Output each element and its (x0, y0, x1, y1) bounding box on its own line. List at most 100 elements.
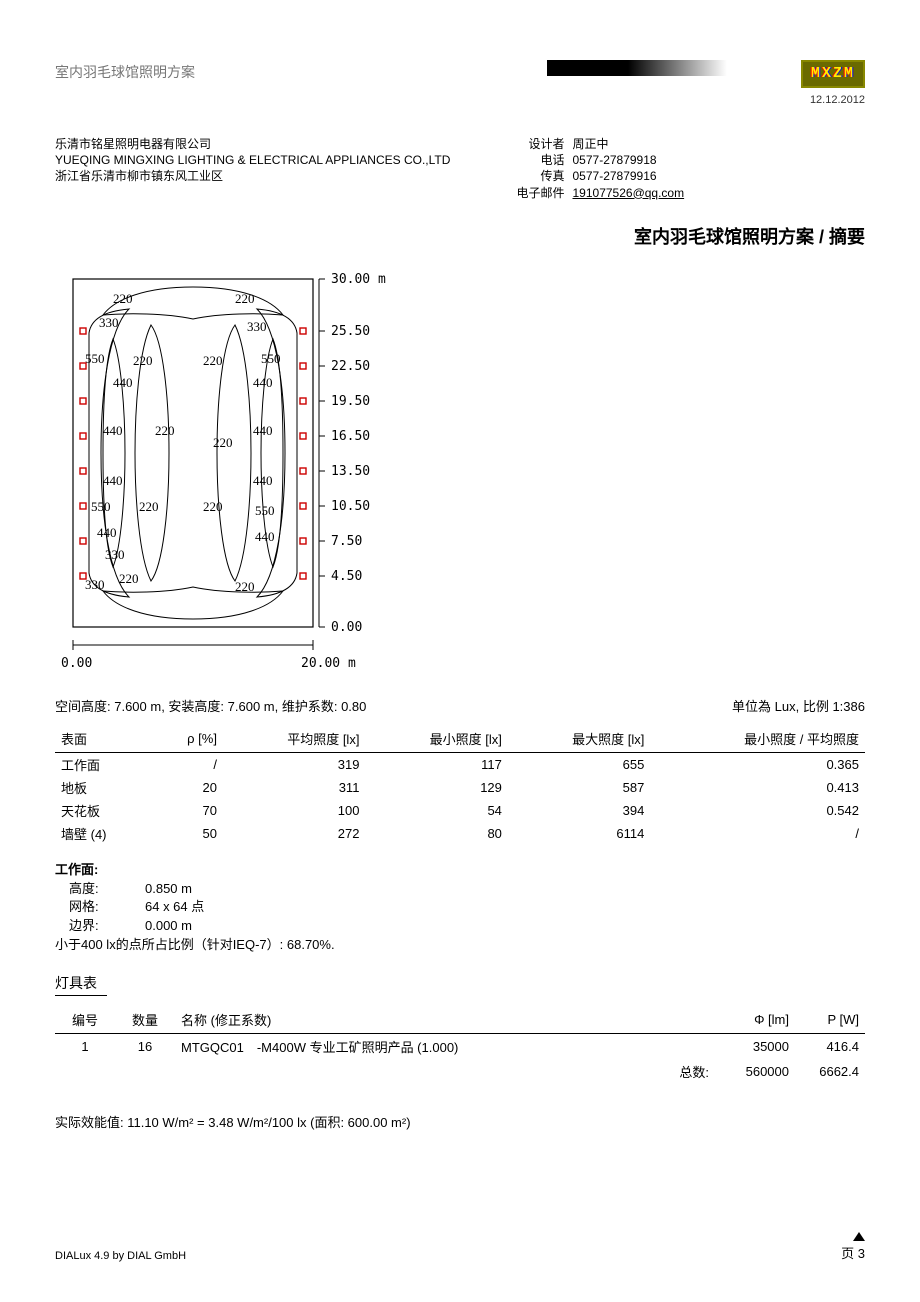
table-row: 工作面/3191176550.365 (55, 752, 865, 776)
table-cell: 587 (508, 776, 650, 799)
fax-label: 传真 (501, 168, 573, 184)
ws-note: 小于400 lx的点所占比例（针对IEQ-7）: 68.70%. (55, 936, 865, 955)
svg-text:440: 440 (97, 525, 117, 540)
svg-text:0.00: 0.00 (331, 620, 362, 635)
efficiency-value: 实际效能值: 11.10 W/m² = 3.48 W/m²/100 lx (面积… (55, 1112, 865, 1131)
lamp-h-p: P [W] (795, 1006, 865, 1034)
table-row: 地板203111295870.413 (55, 776, 865, 799)
table-header: ρ [%] (152, 725, 223, 753)
work-surface-title: 工作面: (55, 861, 865, 880)
svg-text:220: 220 (203, 353, 223, 368)
table-cell: 394 (508, 799, 650, 822)
company-name-en: YUEQING MINGXING LIGHTING & ELECTRICAL A… (55, 152, 501, 168)
report-date: 12.12.2012 (547, 94, 865, 106)
fax-value: 0577-27879916 (573, 168, 866, 184)
table-header: 表面 (55, 725, 152, 753)
designer-value: 周正中 (573, 136, 866, 152)
table-cell: 20 (152, 776, 223, 799)
page-number: 3 (858, 1246, 865, 1261)
logo: MXZM (801, 60, 865, 88)
table-cell: 100 (223, 799, 365, 822)
ws-height-value: 0.850 m (115, 880, 192, 899)
table-cell: 地板 (55, 776, 152, 799)
lamp-h-qty: 数量 (115, 1006, 175, 1034)
gradient-bar (547, 60, 727, 76)
table-header: 最小照度 [lx] (365, 725, 507, 753)
svg-text:0.00: 0.00 (61, 656, 92, 671)
svg-text:220: 220 (113, 291, 133, 306)
svg-text:220: 220 (119, 571, 139, 586)
table-header: 最小照度 / 平均照度 (650, 725, 865, 753)
svg-text:10.50: 10.50 (331, 499, 370, 514)
company-address: 浙江省乐清市柳市镇东风工业区 (55, 168, 501, 184)
svg-text:330: 330 (105, 547, 125, 562)
isoline-diagram: 2202203303305502202205504404404402202204… (55, 269, 865, 682)
svg-text:22.50: 22.50 (331, 359, 370, 374)
svg-text:220: 220 (203, 499, 223, 514)
phone-value: 0577-27879918 (573, 152, 866, 168)
section-title: 室内羽毛球馆照明方案 / 摘要 (55, 223, 865, 249)
lamp-h-no: 编号 (55, 1006, 115, 1034)
space-params: 空间高度: 7.600 m, 安装高度: 7.600 m, 维护系数: 0.80 (55, 696, 366, 715)
company-name-cn: 乐清市铭星照明电器有限公司 (55, 136, 501, 152)
ws-boundary-label: 边界: (55, 917, 115, 936)
email-value: 191077526@qq.com (573, 185, 866, 201)
svg-text:4.50: 4.50 (331, 569, 362, 584)
table-header: 平均照度 [lx] (223, 725, 365, 753)
svg-text:550: 550 (85, 351, 105, 366)
table-cell: 80 (365, 822, 507, 845)
lamp-section-title: 灯具表 (55, 973, 107, 996)
table-cell: 272 (223, 822, 365, 845)
footer-software: DIALux 4.9 by DIAL GmbH (55, 1250, 186, 1262)
table-cell: 墙壁 (4) (55, 822, 152, 845)
table-cell: 工作面 (55, 752, 152, 776)
table-cell: 319 (223, 752, 365, 776)
ws-grid-value: 64 x 64 点 (115, 898, 204, 917)
table-cell: 0.365 (650, 752, 865, 776)
ws-boundary-value: 0.000 m (115, 917, 192, 936)
page-arrow-icon (853, 1232, 865, 1241)
designer-label: 设计者 (501, 136, 573, 152)
table-cell: 129 (365, 776, 507, 799)
svg-text:16.50: 16.50 (331, 429, 370, 444)
table-cell: 天花板 (55, 799, 152, 822)
svg-text:330: 330 (99, 315, 119, 330)
table-cell: 0.413 (650, 776, 865, 799)
table-header: 最大照度 [lx] (508, 725, 650, 753)
page-label: 页 (841, 1246, 854, 1261)
table-cell: / (650, 822, 865, 845)
ws-grid-label: 网格: (55, 898, 115, 917)
svg-text:30.00 m: 30.00 m (331, 272, 386, 287)
unit-scale: 单位為 Lux, 比例 1:386 (732, 696, 865, 715)
svg-text:440: 440 (103, 473, 123, 488)
svg-text:440: 440 (255, 529, 275, 544)
table-row: 墙壁 (4)50272806114/ (55, 822, 865, 845)
logo-text: MXZM (811, 65, 855, 82)
svg-text:440: 440 (103, 423, 123, 438)
svg-text:440: 440 (253, 375, 273, 390)
svg-text:220: 220 (133, 353, 153, 368)
lamp-h-name: 名称 (修正系数) (175, 1006, 715, 1034)
svg-text:440: 440 (253, 473, 273, 488)
svg-text:220: 220 (139, 499, 159, 514)
svg-text:220: 220 (235, 291, 255, 306)
contact-info: 设计者周正中 电话0577-27879918 传真0577-27879916 电… (501, 136, 866, 201)
email-label: 电子邮件 (501, 185, 573, 201)
svg-text:330: 330 (247, 319, 267, 334)
lamp-row: 116MTGQC01 -M400W 专业工矿照明产品 (1.000)350004… (55, 1033, 865, 1059)
svg-text:220: 220 (155, 423, 175, 438)
lamp-total-row: 总数:5600006662.4 (55, 1059, 865, 1084)
table-cell: 70 (152, 799, 223, 822)
table-cell: 655 (508, 752, 650, 776)
svg-text:13.50: 13.50 (331, 464, 370, 479)
svg-text:550: 550 (255, 503, 275, 518)
svg-text:550: 550 (91, 499, 111, 514)
company-info: 乐清市铭星照明电器有限公司 YUEQING MINGXING LIGHTING … (55, 136, 501, 201)
svg-text:330: 330 (85, 577, 105, 592)
phone-label: 电话 (501, 152, 573, 168)
table-cell: 6114 (508, 822, 650, 845)
svg-text:220: 220 (213, 435, 233, 450)
svg-text:20.00 m: 20.00 m (301, 656, 356, 671)
svg-text:25.50: 25.50 (331, 324, 370, 339)
svg-text:550: 550 (261, 351, 281, 366)
